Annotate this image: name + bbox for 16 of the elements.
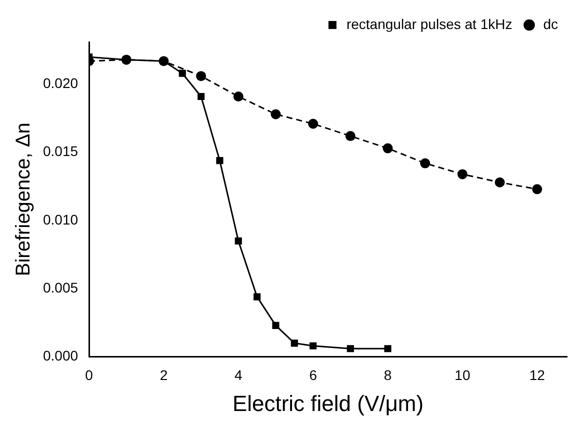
x-tick-label: 6 bbox=[309, 367, 318, 384]
y-tick-label: 0.015 bbox=[42, 143, 78, 160]
y-tick-label: 0.010 bbox=[42, 211, 78, 228]
x-axis-title: Electric field (V/μm) bbox=[232, 390, 424, 416]
y-tick-label: 0.020 bbox=[42, 75, 78, 92]
x-tick-label: 0 bbox=[85, 367, 94, 384]
x-tick-label: 12 bbox=[529, 367, 546, 384]
x-tick-label: 10 bbox=[454, 367, 470, 384]
legend-label: dc bbox=[543, 16, 558, 32]
x-tick-label: 4 bbox=[234, 367, 242, 384]
x-tick-label: 8 bbox=[384, 367, 392, 384]
legend-label: rectangular pulses at 1kHz bbox=[346, 16, 512, 32]
y-axis-title: Birefriegence, Δn bbox=[12, 122, 35, 276]
y-tick-label: 0.005 bbox=[42, 280, 78, 296]
y-tick-label: 0.000 bbox=[42, 348, 78, 364]
x-tick-label: 2 bbox=[160, 367, 168, 384]
